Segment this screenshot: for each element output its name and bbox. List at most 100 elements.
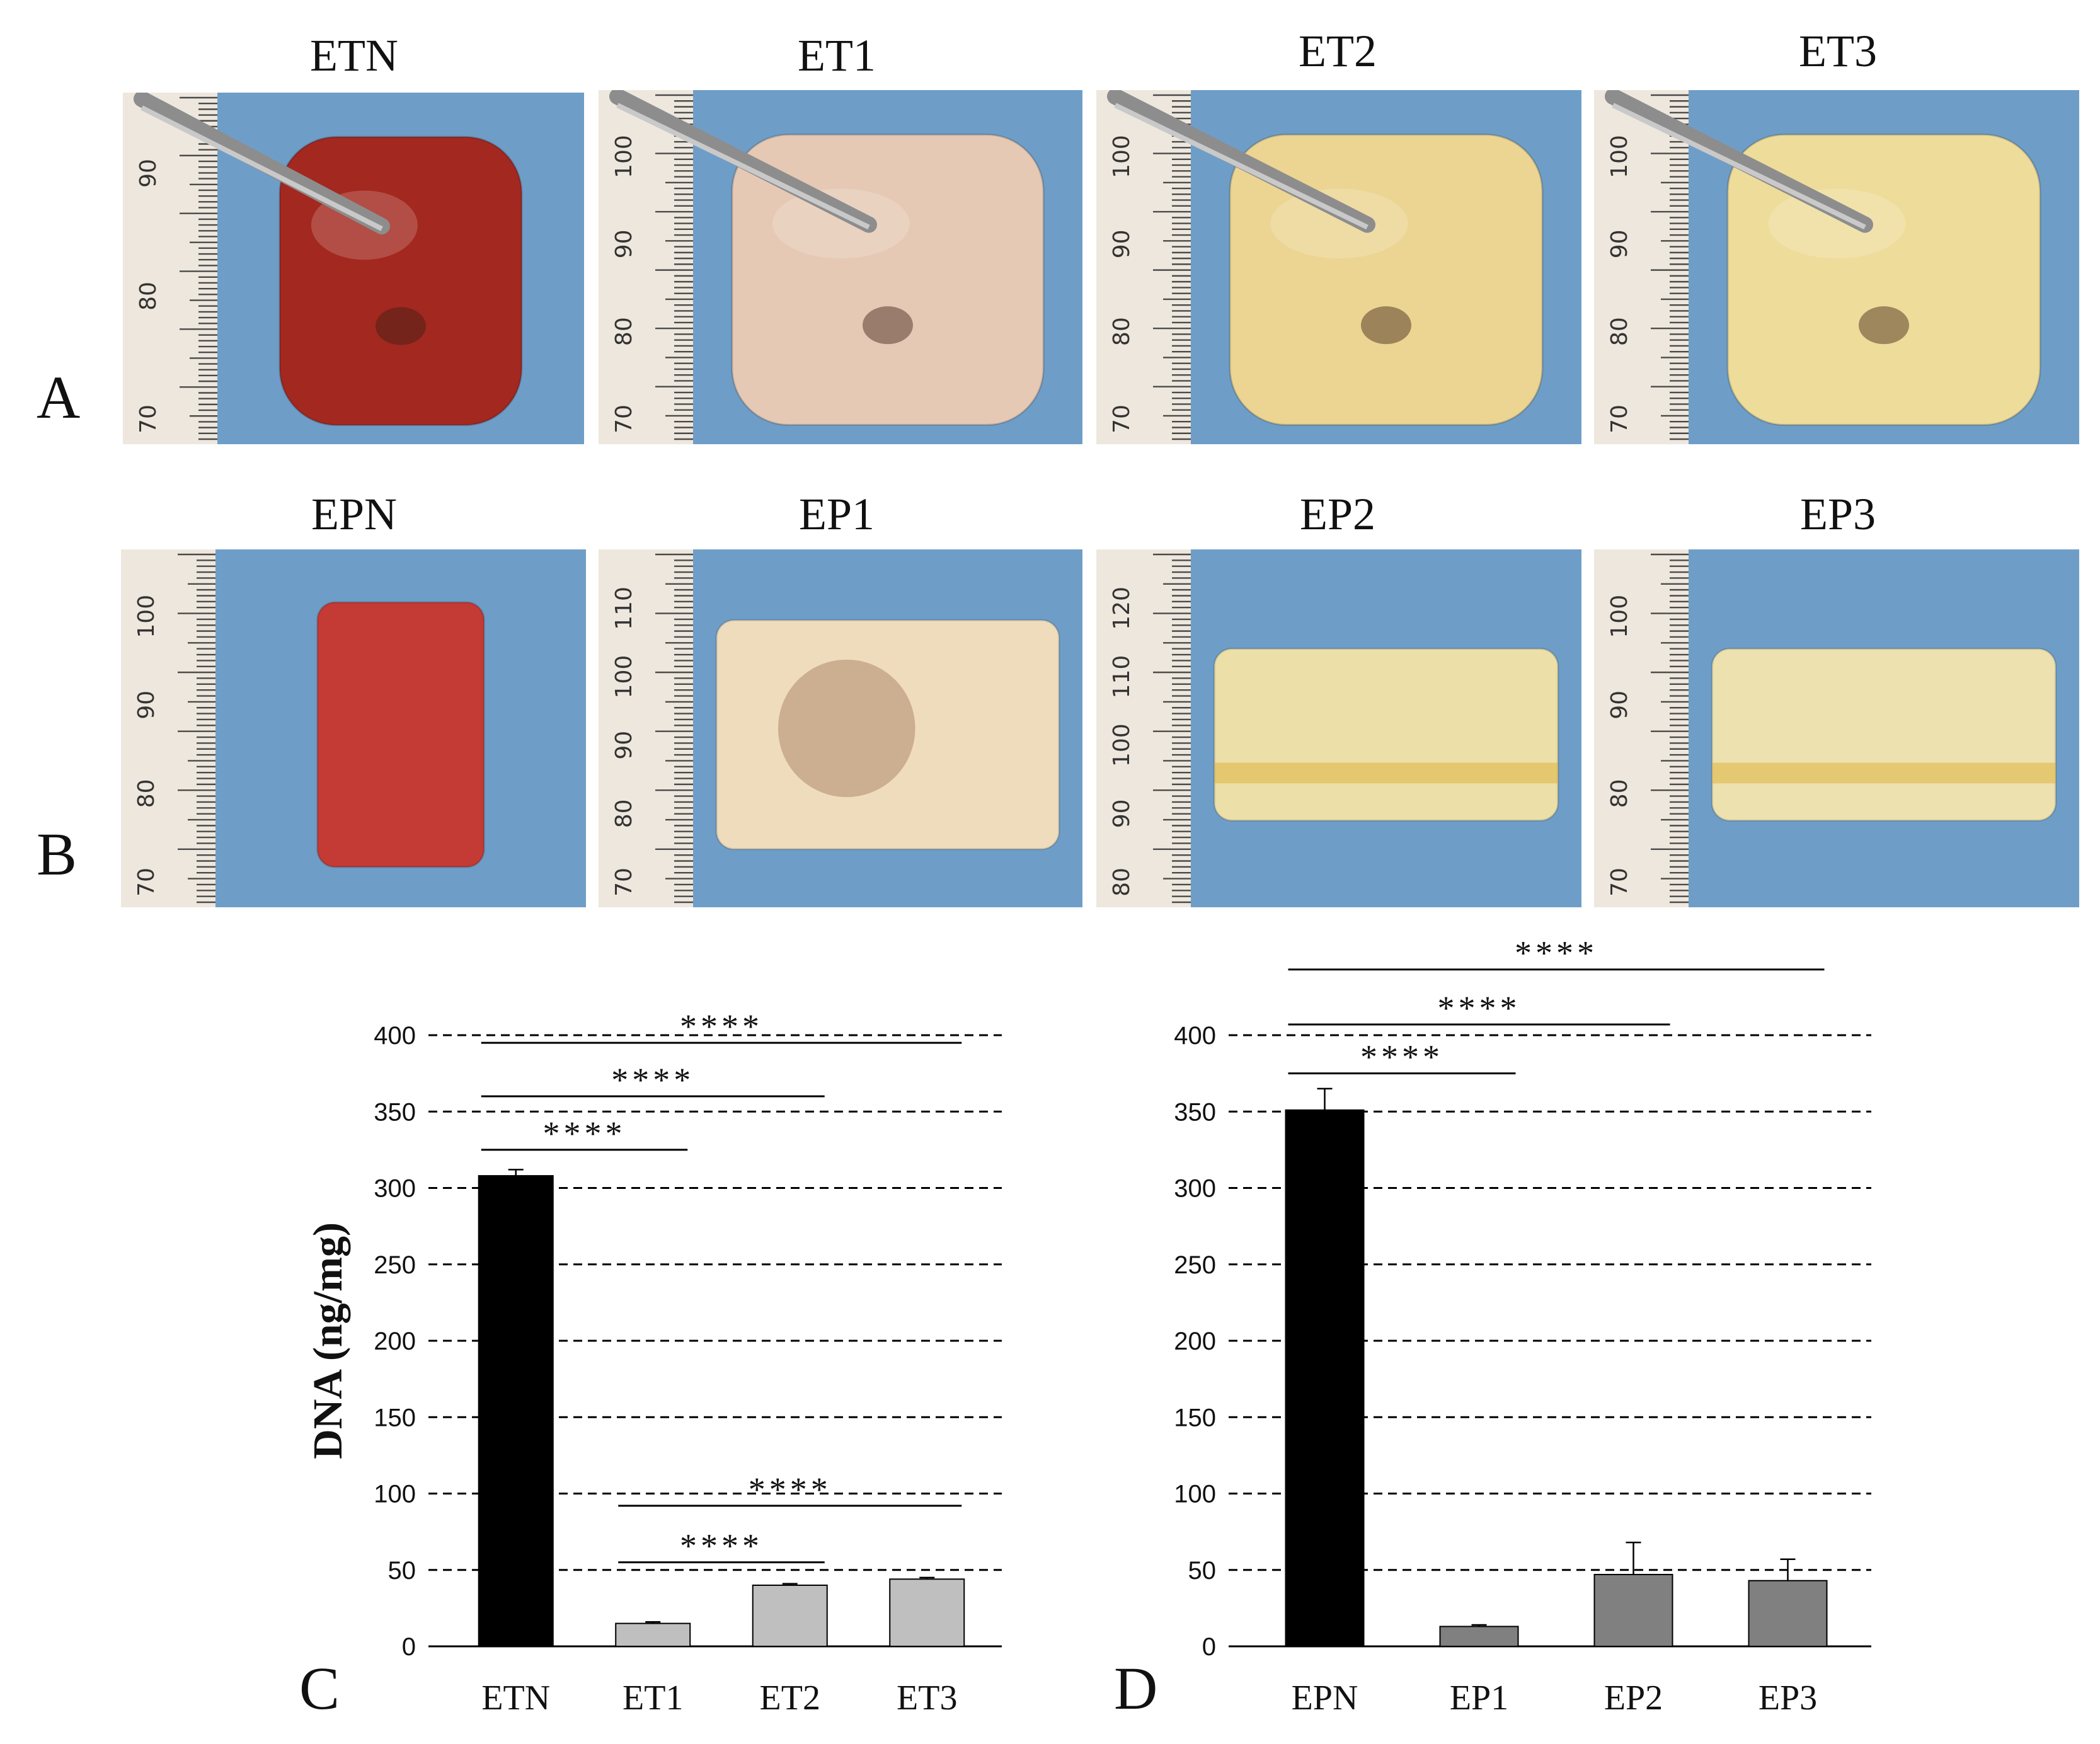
ruler: 80 90 100 110 120: [1096, 549, 1191, 907]
panel-label-b: B: [37, 820, 77, 888]
ruler: 70 80 90 100 110: [599, 549, 693, 907]
y-tick-label: 0: [1202, 1633, 1216, 1661]
dna-bar-chart-c: 0 50 100 150 200 250 300 350 400 ETN ET1 ET2 ET3 ****…: [305, 1007, 1002, 1718]
y-tick-label: 150: [1174, 1404, 1216, 1431]
significance-label: ****: [1438, 989, 1521, 1027]
y-tick-label: 200: [1174, 1328, 1216, 1355]
photo-title-etn: ETN: [310, 30, 398, 81]
y-tick-label: 0: [402, 1633, 416, 1661]
y-tick-label: 250: [1174, 1251, 1216, 1279]
y-tick-label: 50: [388, 1557, 416, 1585]
dna-bar-chart-d: 0 50 100 150 200 250 300 350 400 EPN EP1 EP2 EP3 ****…: [1174, 934, 1871, 1718]
ruler-tick-label: 120: [1109, 587, 1135, 630]
ruler-tick-label: 100: [1109, 723, 1135, 767]
bar-et3: [889, 1578, 965, 1648]
ruler-tick-label: 80: [1109, 868, 1135, 897]
photo-drawing: 70 80 90 100: [599, 90, 1082, 444]
photo-title-epn: EPN: [311, 489, 398, 539]
ruler-tick-label: 90: [134, 691, 159, 720]
y-tick-label: 300: [1174, 1175, 1216, 1203]
tissue-tube: [278, 135, 523, 427]
photo-epn: 70 80 90 100: [121, 549, 586, 907]
ruler-tick-label: 90: [611, 731, 637, 760]
forceps: [134, 93, 390, 235]
y-tick-label: 400: [1174, 1022, 1216, 1050]
ruler: 70 80 90 100: [1594, 90, 1689, 444]
x-category-label: ET2: [760, 1678, 820, 1718]
tissue-sheet: [316, 601, 485, 868]
significance-label: ****: [543, 1115, 626, 1152]
bar-et2: [752, 1585, 828, 1647]
tissue-sheet: [715, 619, 1060, 851]
forceps: [609, 90, 877, 233]
y-tick-label: 200: [374, 1328, 416, 1355]
significance-label: ****: [749, 1471, 832, 1508]
y-tick-label: 100: [374, 1481, 416, 1508]
x-category-label: ET3: [897, 1678, 957, 1718]
ruler-tick-label: 90: [1109, 229, 1135, 258]
photo-ep2: 80 90 100 110 120: [1096, 549, 1581, 907]
ruler: 70 80 90: [123, 93, 217, 444]
x-category-label: ETN: [481, 1678, 550, 1718]
x-category-label: EP2: [1604, 1678, 1663, 1718]
ruler-tick-label: 80: [135, 282, 161, 311]
photo-et2: 70 80 90 100: [1096, 90, 1581, 444]
ruler-tick-label: 80: [1607, 779, 1632, 808]
ruler-tick-label: 110: [611, 587, 637, 630]
y-tick-label: 250: [374, 1251, 416, 1279]
bar-ep3: [1748, 1580, 1828, 1647]
y-axis-label: DNA (ng/mg): [305, 1222, 351, 1459]
ruler-tick-label: 90: [611, 229, 637, 258]
forceps: [1605, 90, 1873, 233]
ruler-tick-label: 90: [1607, 229, 1632, 258]
y-tick-label: 400: [374, 1022, 416, 1050]
ruler-tick-label: 80: [134, 779, 159, 808]
bar-etn: [478, 1175, 554, 1648]
photo-drawing: 70 80 90 100: [1594, 549, 2079, 907]
tissue-sheet: [1711, 648, 2057, 822]
ruler-tick-label: 100: [611, 655, 637, 699]
ruler: 70 80 90 100: [1594, 549, 1689, 907]
ruler-tick-label: 80: [611, 799, 637, 828]
panel-label-c: C: [299, 1655, 340, 1722]
photo-title-et3: ET3: [1799, 26, 1877, 76]
photo-title-et1: ET1: [798, 30, 876, 81]
significance-label: ****: [680, 1007, 763, 1045]
tissue-tube: [1229, 134, 1544, 426]
photo-et3: 70 80 90 100: [1594, 90, 2079, 444]
photo-drawing: 70 80 90 100: [121, 549, 586, 907]
tissue-tube: [1726, 134, 2041, 426]
ruler-tick-label: 70: [134, 868, 159, 897]
photo-title-ep3: EP3: [1799, 489, 1876, 539]
significance-label: ****: [611, 1061, 694, 1099]
y-tick-label: 50: [1188, 1557, 1217, 1585]
panel-label-d: D: [1114, 1655, 1158, 1722]
ruler-tick-label: 70: [1109, 404, 1135, 433]
x-category-label: EP3: [1759, 1678, 1817, 1718]
tissue-tube: [731, 134, 1045, 426]
y-tick-label: 300: [374, 1175, 416, 1203]
photo-title-ep1: EP1: [798, 489, 875, 539]
y-tick-label: 350: [374, 1098, 416, 1126]
x-category-label: ET1: [623, 1678, 683, 1718]
ruler-tick-label: 80: [1607, 317, 1632, 346]
ruler: 70 80 90 100: [1096, 90, 1191, 444]
y-tick-label: 350: [1174, 1098, 1216, 1126]
ruler-tick-label: 90: [1607, 691, 1632, 720]
significance-label: ****: [680, 1527, 763, 1565]
ruler-tick-label: 70: [1607, 868, 1632, 897]
significance-label: ****: [1515, 934, 1598, 972]
bar-ep2: [1593, 1574, 1673, 1648]
x-category-label: EP1: [1450, 1678, 1508, 1718]
ruler-tick-label: 70: [1607, 404, 1632, 433]
photo-drawing: 70 80 90 100: [1594, 90, 2079, 444]
photo-drawing: 70 80 90: [123, 93, 584, 444]
ruler-tick-label: 100: [1607, 135, 1632, 178]
ruler-tick-label: 90: [1109, 799, 1135, 828]
photo-ep3: 70 80 90 100: [1594, 549, 2079, 907]
photo-et1: 70 80 90 100: [599, 90, 1082, 444]
ruler-tick-label: 70: [135, 404, 161, 433]
y-tick-label: 150: [374, 1404, 416, 1431]
photo-drawing: 80 90 100 110 120: [1096, 549, 1581, 907]
ruler-tick-label: 90: [135, 159, 161, 188]
